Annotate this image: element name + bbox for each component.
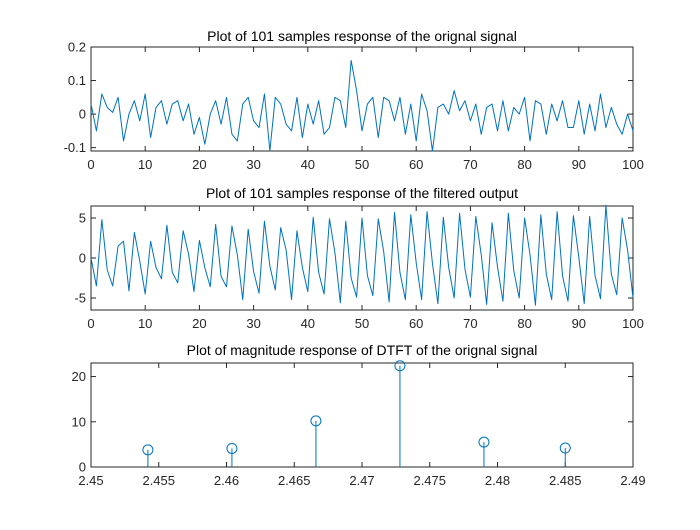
y-axis: 0 10 20	[72, 369, 633, 475]
y-tick-label: -0.1	[64, 140, 86, 155]
x-tick-label: 10	[138, 316, 152, 331]
y-tick-label: 0.2	[68, 40, 86, 55]
x-tick-label: 70	[463, 157, 477, 172]
stem-marker	[478, 436, 490, 448]
x-tick-label: 30	[246, 316, 260, 331]
x-tick-label: 30	[246, 157, 260, 172]
y-axis: -0.1 0 0.1 0.2	[64, 40, 633, 155]
subplot-original-signal: Plot of 101 samples response of the orig…	[64, 28, 644, 172]
x-tick-label: 2.475	[413, 473, 446, 488]
x-tick-label: 2.45	[78, 473, 103, 488]
stem-marker	[310, 415, 322, 427]
series-line	[90, 59, 634, 152]
x-tick-label: 20	[192, 157, 206, 172]
x-axis: 2.45 2.455 2.46 2.465 2.47 2.475 2.48 2.485 2.49	[78, 363, 646, 488]
y-tick-label: 5	[79, 211, 86, 226]
x-tick-label: 60	[409, 157, 423, 172]
y-tick-label: 0	[79, 251, 86, 266]
y-tick-label: 0	[79, 460, 86, 475]
x-tick-label: 100	[622, 316, 644, 331]
stem-marker	[394, 360, 406, 372]
x-tick-label: 2.465	[278, 473, 311, 488]
stem-marker	[226, 442, 238, 454]
x-tick-label: 0	[87, 157, 94, 172]
series-line	[90, 204, 634, 306]
stem-marker	[559, 442, 571, 454]
y-tick-label: 10	[72, 414, 86, 429]
x-tick-label: 60	[409, 316, 423, 331]
plot-area	[90, 59, 634, 152]
x-tick-label: 80	[517, 316, 531, 331]
x-tick-label: 50	[355, 316, 369, 331]
plot-area	[142, 360, 571, 467]
x-tick-label: 70	[463, 316, 477, 331]
subplot-title: Plot of 101 samples response of the filt…	[206, 185, 518, 201]
x-tick-label: 2.48	[485, 473, 510, 488]
x-tick-label: 2.47	[349, 473, 374, 488]
x-tick-label: 2.46	[214, 473, 239, 488]
x-tick-label: 2.49	[620, 473, 645, 488]
plot-area	[90, 204, 634, 306]
x-tick-label: 40	[301, 316, 315, 331]
stem-marker	[142, 444, 154, 456]
x-tick-label: 80	[517, 157, 531, 172]
x-axis: 0 10 20 30 40 50 60 70 80 90 100	[87, 47, 644, 172]
axes-box	[90, 362, 634, 468]
x-tick-label: 50	[355, 157, 369, 172]
y-axis: -5 0 5	[74, 211, 633, 306]
axes-box	[90, 46, 634, 152]
subplot-dtft-magnitude: Plot of magnitude response of DTFT of th…	[72, 342, 646, 488]
x-axis: 0 10 20 30 40 50 60 70 80 90 100	[87, 206, 644, 331]
x-tick-label: 20	[192, 316, 206, 331]
y-tick-label: -5	[74, 291, 86, 306]
x-tick-label: 2.485	[549, 473, 582, 488]
subplot-title: Plot of 101 samples response of the orig…	[207, 28, 517, 44]
y-tick-label: 20	[72, 369, 86, 384]
x-tick-label: 100	[622, 157, 644, 172]
x-tick-label: 2.455	[142, 473, 175, 488]
x-tick-label: 10	[138, 157, 152, 172]
x-tick-label: 90	[572, 316, 586, 331]
x-tick-label: 40	[301, 157, 315, 172]
subplot-title: Plot of magnitude response of DTFT of th…	[187, 342, 538, 358]
x-tick-label: 0	[87, 316, 94, 331]
y-tick-label: 0	[79, 107, 86, 122]
y-tick-label: 0.1	[68, 73, 86, 88]
x-tick-label: 90	[572, 157, 586, 172]
subplot-filtered-output: Plot of 101 samples response of the filt…	[74, 185, 643, 331]
